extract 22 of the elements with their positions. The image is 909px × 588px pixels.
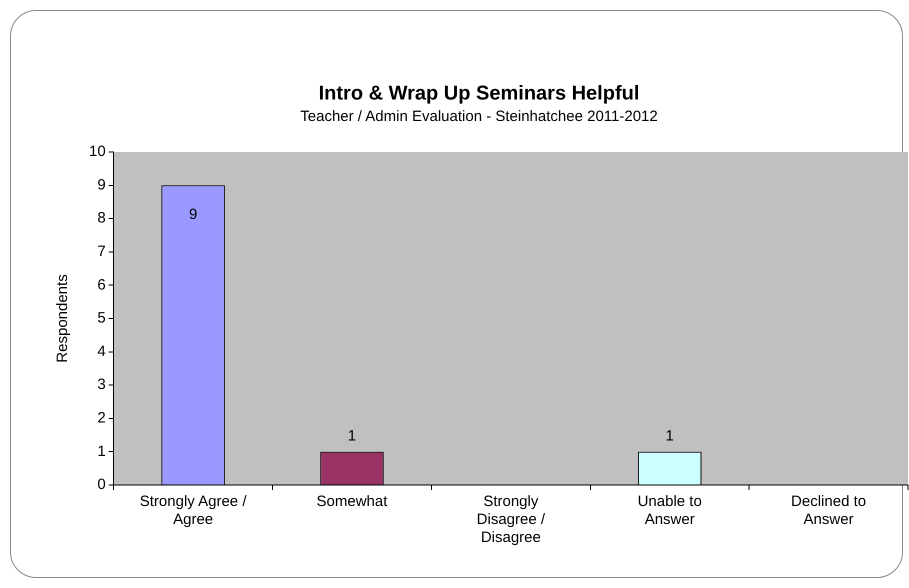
y-tick-label: 10 [88, 143, 106, 160]
y-tick-label: 6 [97, 276, 106, 294]
x-tick-label: Strongly Disagree / Disagree [476, 493, 546, 546]
x-tick-label: Somewhat [316, 493, 388, 510]
y-tick-label: 9 [97, 176, 106, 194]
y-tick-label: 5 [97, 310, 106, 327]
x-tick-label: Strongly Agree / Agree [140, 493, 248, 528]
chart-title: Intro & Wrap Up Seminars Helpful [318, 82, 640, 105]
data-label: 1 [348, 427, 356, 444]
y-tick-label: 1 [97, 442, 106, 460]
data-label: 1 [666, 427, 674, 444]
y-axis-title: Respondents [54, 274, 72, 363]
y-tick-label: 8 [97, 210, 106, 227]
y-tick-label: 3 [97, 376, 106, 394]
data-label: 9 [188, 206, 198, 223]
y-tick-label: 0 [97, 476, 106, 494]
y-tick-label: 4 [97, 342, 106, 360]
y-tick-label: 2 [97, 410, 106, 427]
chart-subtitle: Teacher / Admin Evaluation - Steinhatchee 2011-2012 [300, 108, 658, 126]
x-tick-label: Unable to Answer [638, 493, 702, 528]
x-tick-label: Declined to Answer [791, 493, 866, 528]
y-tick-label: 7 [97, 243, 106, 260]
